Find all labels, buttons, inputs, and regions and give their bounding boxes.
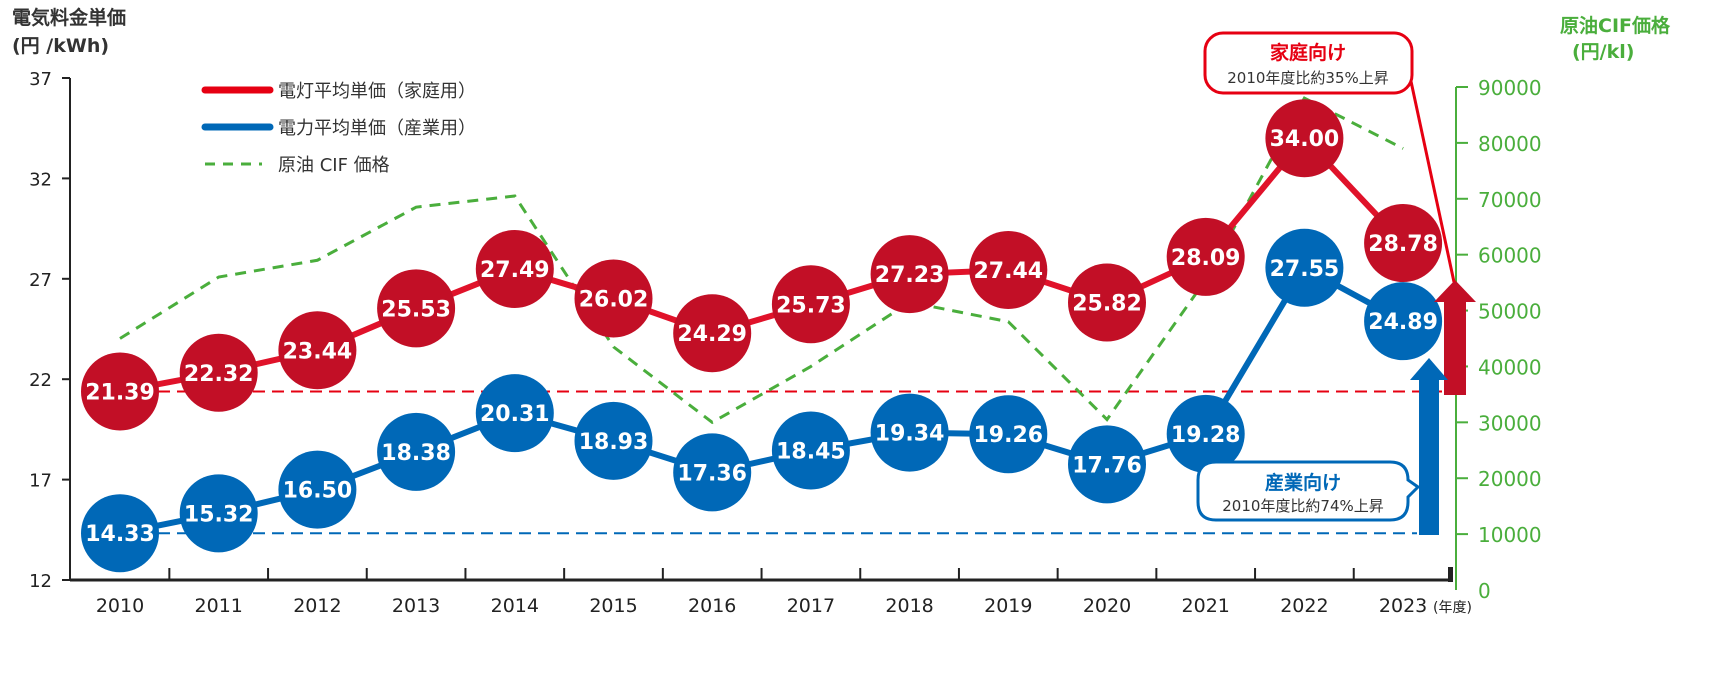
household-data-label: 28.09 bbox=[1171, 246, 1241, 271]
x-axis-tick-label: 2016 bbox=[688, 595, 736, 617]
right-axis-tick-label: 90000 bbox=[1478, 76, 1542, 100]
industrial-data-label: 24.89 bbox=[1368, 310, 1438, 335]
household-data-label: 25.53 bbox=[381, 297, 451, 322]
right-axis-tick-label: 30000 bbox=[1478, 411, 1542, 435]
legend-label-household: 電灯平均単価（家庭用） bbox=[278, 81, 476, 102]
household-callout-text: 2010年度比約35%上昇 bbox=[1227, 69, 1389, 87]
industrial-data-label: 18.45 bbox=[776, 439, 846, 464]
legend: 電灯平均単価（家庭用） 電力平均単価（産業用） 原油 CIF 価格 bbox=[205, 81, 476, 176]
industrial-data-label: 15.32 bbox=[184, 502, 254, 527]
legend-label-crude: 原油 CIF 価格 bbox=[278, 155, 390, 176]
right-axis-tick-label: 40000 bbox=[1478, 355, 1542, 379]
industrial-increase-arrow bbox=[1410, 358, 1448, 535]
x-axis-end-cap bbox=[1448, 567, 1453, 582]
industrial-callout-text: 2010年度比約74%上昇 bbox=[1222, 497, 1384, 515]
x-axis-tick-label: 2019 bbox=[984, 595, 1032, 617]
household-callout-title: 家庭向け bbox=[1270, 41, 1346, 64]
left-axis-title-2: (円 /kWh) bbox=[12, 35, 109, 57]
industrial-callout-title: 産業向け bbox=[1265, 471, 1341, 494]
household-data-label: 34.00 bbox=[1270, 127, 1340, 152]
x-axis-tick-label: 2015 bbox=[589, 595, 637, 617]
industrial-data-label: 19.26 bbox=[974, 423, 1044, 448]
left-axis-title-1: 電気料金単価 bbox=[12, 6, 126, 29]
household-data-label: 23.44 bbox=[283, 339, 353, 364]
industrial-data-label: 20.31 bbox=[480, 402, 550, 427]
industrial-data-label: 19.28 bbox=[1171, 423, 1241, 448]
left-axis-tick-label: 32 bbox=[29, 169, 52, 190]
industrial-data-label: 18.38 bbox=[381, 441, 451, 466]
left-axis-tick-label: 22 bbox=[29, 370, 52, 391]
household-data-label: 24.29 bbox=[677, 322, 747, 347]
x-axis-tick-label: 2021 bbox=[1182, 595, 1230, 617]
x-axis-unit: (年度) bbox=[1433, 600, 1472, 616]
x-axis-tick-label: 2012 bbox=[293, 595, 341, 617]
household-data-label: 27.44 bbox=[974, 259, 1044, 284]
x-axis-tick-label: 2017 bbox=[787, 595, 835, 617]
x-axis-tick-label: 2020 bbox=[1083, 595, 1131, 617]
household-data-label: 26.02 bbox=[579, 287, 649, 312]
right-axis-tick-label: 10000 bbox=[1478, 523, 1542, 547]
right-axis-title-1: 原油CIF価格 bbox=[1560, 14, 1671, 37]
industrial-data-label: 19.34 bbox=[875, 422, 945, 447]
x-axis-tick-label: 2011 bbox=[195, 595, 243, 617]
right-axis-title-2: (円/kl) bbox=[1572, 41, 1634, 63]
household-data-label: 25.82 bbox=[1072, 291, 1142, 316]
household-data-label: 25.73 bbox=[776, 293, 846, 318]
x-axis-tick-label: 2023 bbox=[1379, 595, 1427, 617]
x-axis-tick-label: 2010 bbox=[96, 595, 144, 617]
household-data-label: 22.32 bbox=[184, 362, 254, 387]
right-axis-tick-label: 50000 bbox=[1478, 300, 1542, 324]
left-axis-tick-label: 27 bbox=[29, 270, 52, 291]
legend-label-industrial: 電力平均単価（産業用） bbox=[278, 118, 476, 139]
x-axis-tick-label: 2014 bbox=[491, 595, 539, 617]
right-axis-tick-label: 70000 bbox=[1478, 188, 1542, 212]
household-data-label: 28.78 bbox=[1368, 232, 1438, 257]
industrial-data-label: 18.93 bbox=[579, 430, 649, 455]
household-data-label: 27.23 bbox=[875, 263, 945, 288]
left-axis-tick-label: 37 bbox=[29, 69, 52, 90]
industrial-data-label: 17.36 bbox=[677, 461, 747, 486]
industrial-data-label: 27.55 bbox=[1270, 257, 1340, 282]
right-axis-tick-label: 80000 bbox=[1478, 132, 1542, 156]
left-axis-tick-label: 12 bbox=[29, 571, 52, 592]
right-axis-tick-label: 0 bbox=[1478, 579, 1491, 603]
household-callout: 家庭向け 2010年度比約35%上昇 bbox=[1205, 33, 1412, 93]
x-axis-tick-label: 2022 bbox=[1280, 595, 1328, 617]
industrial-data-label: 16.50 bbox=[283, 479, 353, 504]
household-data-label: 21.39 bbox=[85, 380, 155, 405]
industrial-data-label: 14.33 bbox=[85, 522, 155, 547]
right-axis-tick-label: 60000 bbox=[1478, 244, 1542, 268]
left-axis-tick-label: 17 bbox=[29, 471, 52, 492]
industrial-data-label: 17.76 bbox=[1072, 453, 1142, 478]
industrial-callout: 産業向け 2010年度比約74%上昇 bbox=[1198, 462, 1418, 520]
x-axis-tick-label: 2013 bbox=[392, 595, 440, 617]
right-axis-tick-label: 20000 bbox=[1478, 467, 1542, 491]
x-axis-tick-label: 2018 bbox=[885, 595, 933, 617]
household-data-label: 27.49 bbox=[480, 258, 550, 283]
